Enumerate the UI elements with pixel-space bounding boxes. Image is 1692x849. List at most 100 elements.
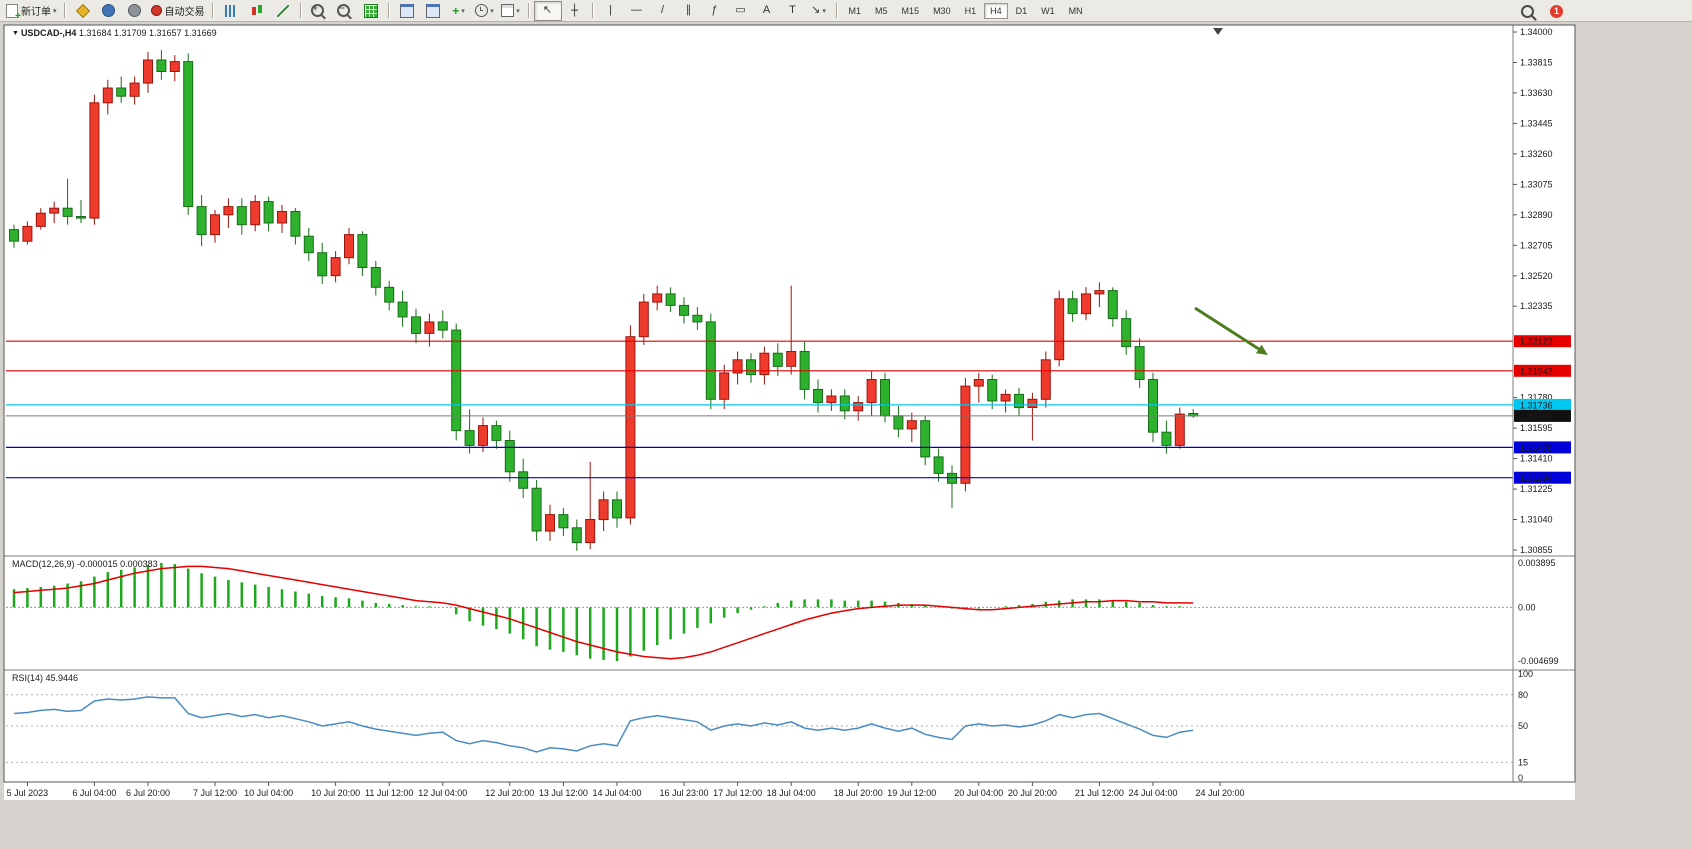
price-badge-1.32123: [1514, 335, 1571, 348]
trend-arrow[interactable]: [1194, 306, 1260, 351]
line-chart-icon: [276, 4, 289, 17]
arrows-tool[interactable]: ↘ ▾: [806, 2, 832, 20]
new-chart-button[interactable]: [394, 2, 420, 20]
svg-text:1.31669: 1.31669: [1520, 411, 1553, 421]
svg-text:-0.004699: -0.004699: [1518, 656, 1559, 666]
periods-button[interactable]: ▾: [472, 2, 498, 20]
svg-text:50: 50: [1518, 721, 1528, 731]
timeframe-mn[interactable]: MN: [1068, 5, 1083, 16]
svg-text:12 Jul 04:00: 12 Jul 04:00: [418, 788, 467, 798]
price-badge-1.31669: [1514, 409, 1571, 422]
separator: [211, 3, 214, 18]
svg-text:1.32335: 1.32335: [1520, 301, 1553, 311]
timeframe-m1[interactable]: M1: [848, 5, 862, 16]
chevron-down-icon: ▾: [490, 7, 494, 15]
svg-text:1.33630: 1.33630: [1520, 88, 1553, 98]
timeframe-m30[interactable]: M30: [933, 5, 951, 16]
svg-text:21 Jul 12:00: 21 Jul 12:00: [1075, 788, 1124, 798]
fibonacci-icon: ƒ: [711, 4, 718, 16]
svg-text:1.32705: 1.32705: [1520, 240, 1553, 250]
chart-shift-marker[interactable]: [1213, 28, 1223, 35]
rsi-line: [13, 696, 1194, 753]
text-icon: A: [762, 4, 771, 16]
text-label-tool[interactable]: T: [780, 2, 806, 20]
zoom-in-button[interactable]: [306, 2, 332, 20]
text-tool[interactable]: A: [754, 2, 780, 20]
timeframe-m15[interactable]: M15: [901, 5, 920, 16]
candlestick-icon: [251, 4, 263, 17]
svg-text:0.003895: 0.003895: [1518, 558, 1556, 568]
separator: [299, 3, 302, 18]
templates-button[interactable]: ▾: [498, 2, 524, 20]
toolbar: 新订单 ▾ 自动交易 +▾ ▾ ▾ ↖ ┼ | — / ∥ ƒ ▭ A T ↘▾…: [0, 0, 1692, 22]
timeframe-h1[interactable]: H1: [964, 5, 977, 16]
trend-arrow-head: [1256, 344, 1268, 355]
zoom-out-button[interactable]: [332, 2, 358, 20]
svg-text:7 Jul 12:00: 7 Jul 12:00: [193, 788, 237, 798]
mql-editor-button[interactable]: [70, 2, 96, 20]
support-button[interactable]: [122, 2, 148, 20]
price-axis[interactable]: 1.34000 1.33815 1.33630 1.33445 1.33260 1.330…: [1513, 27, 1571, 783]
svg-text:1.31410: 1.31410: [1520, 454, 1553, 464]
timeframe-h4[interactable]: H4: [984, 2, 1008, 19]
channel-tool[interactable]: ∥: [676, 2, 702, 20]
price-chart-svg[interactable]: 1.34000 1.33815 1.33630 1.33445 1.33260 1.330…: [2, 24, 1582, 804]
svg-text:1.31780: 1.31780: [1520, 393, 1553, 403]
svg-text:1.32123: 1.32123: [1520, 337, 1553, 347]
tile-windows-button[interactable]: [358, 2, 384, 20]
chart-background: [4, 25, 1575, 800]
svg-text:100: 100: [1518, 669, 1533, 679]
rsi-panel: [6, 694, 1513, 763]
svg-text:24 Jul 20:00: 24 Jul 20:00: [1195, 788, 1244, 798]
indicators-button[interactable]: + ▾: [446, 2, 472, 20]
timeframe-d1[interactable]: D1: [1015, 5, 1028, 16]
macd-panel: [6, 562, 1513, 661]
notification-badge[interactable]: 1: [1550, 4, 1563, 18]
template-icon: [501, 4, 515, 17]
trendline-tool[interactable]: /: [650, 2, 676, 20]
new-order-button[interactable]: 新订单 ▾: [3, 2, 60, 22]
svg-text:20 Jul 04:00: 20 Jul 04:00: [954, 788, 1003, 798]
timeframe-m5[interactable]: M5: [875, 5, 888, 16]
horizontal-line-tool[interactable]: —: [624, 2, 650, 20]
market-button[interactable]: [96, 2, 122, 20]
zoom-out-icon: [336, 3, 350, 17]
shapes-tool[interactable]: ▭: [728, 2, 754, 20]
zoom-in-icon: [310, 3, 324, 17]
compass-icon: [75, 3, 90, 18]
bar-chart-button[interactable]: [218, 2, 244, 20]
arrange-windows-button[interactable]: [420, 2, 446, 20]
vertical-line-icon: |: [609, 4, 612, 16]
crosshair-button[interactable]: ┼: [562, 2, 588, 20]
svg-text:1.31943: 1.31943: [1520, 366, 1553, 376]
svg-text:14 Jul 04:00: 14 Jul 04:00: [592, 788, 641, 798]
timeframe-w1[interactable]: W1: [1041, 5, 1055, 16]
svg-text:17 Jul 12:00: 17 Jul 12:00: [713, 788, 762, 798]
chart-window[interactable]: 1.34000 1.33815 1.33630 1.33445 1.33260 1.330…: [2, 24, 1582, 804]
svg-text:1.31040: 1.31040: [1520, 515, 1553, 525]
vertical-line-tool[interactable]: |: [598, 2, 624, 20]
svg-text:20 Jul 20:00: 20 Jul 20:00: [1008, 788, 1057, 798]
fibonacci-tool[interactable]: ƒ: [702, 2, 728, 20]
svg-text:1.33075: 1.33075: [1520, 179, 1553, 189]
svg-text:10 Jul 04:00: 10 Jul 04:00: [244, 788, 293, 798]
candlestick-chart-button[interactable]: [244, 2, 270, 20]
svg-text:0.00: 0.00: [1518, 602, 1536, 612]
svg-text:19 Jul 12:00: 19 Jul 12:00: [887, 788, 936, 798]
horizontal-line-icon: —: [631, 4, 643, 16]
price-badge-1.31736: [1514, 398, 1571, 411]
chevron-down-icon: ▾: [822, 7, 826, 15]
svg-text:1.33445: 1.33445: [1520, 118, 1553, 128]
svg-text:1.33815: 1.33815: [1520, 58, 1553, 68]
svg-text:0: 0: [1518, 773, 1523, 783]
price-badge-1.31943: [1514, 364, 1571, 377]
search-button[interactable]: [1514, 2, 1540, 20]
time-axis[interactable]: 5 Jul 2023 6 Jul 04:00 6 Jul 20:00 7 Jul 12…: [7, 782, 1245, 798]
cursor-button[interactable]: ↖: [533, 0, 562, 21]
svg-text:10 Jul 20:00: 10 Jul 20:00: [311, 788, 360, 798]
auto-trading-label: 自动交易: [164, 7, 205, 18]
arrow-icon: ↘: [811, 4, 821, 16]
line-chart-button[interactable]: [270, 2, 296, 20]
auto-trading-button[interactable]: 自动交易: [148, 2, 208, 20]
svg-text:1.31294: 1.31294: [1520, 473, 1553, 483]
